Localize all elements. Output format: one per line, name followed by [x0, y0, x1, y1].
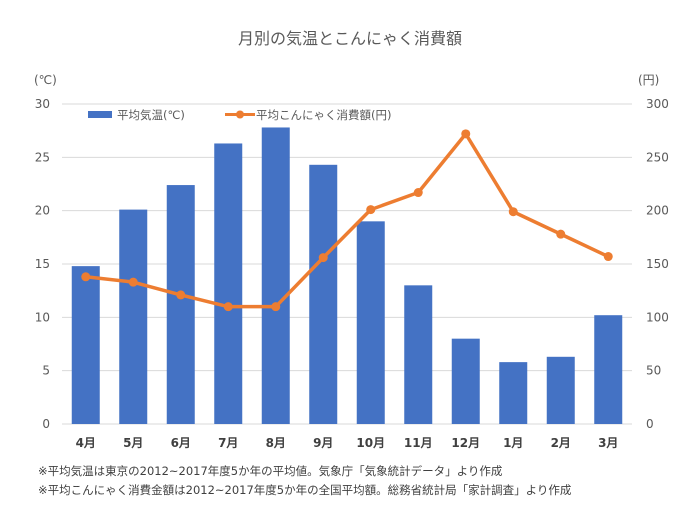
x-tick-label: 10月 — [356, 436, 385, 450]
line-series — [85, 132, 609, 309]
line-point — [271, 302, 281, 312]
left-tick-label: 15 — [35, 257, 50, 271]
note-konjac: ※平均こんにゃく消費金額は2012~2017年度5か年の全国平均額。総務省統計局… — [38, 483, 572, 497]
right-tick-label: 200 — [646, 204, 669, 218]
right-tick-label: 250 — [646, 150, 669, 164]
x-tick-label: 5月 — [123, 436, 143, 450]
bar — [356, 221, 385, 424]
x-tick-label: 8月 — [266, 436, 286, 450]
bar — [404, 285, 433, 424]
bar — [499, 362, 528, 424]
legend-line-marker — [236, 110, 244, 119]
line-point — [556, 229, 566, 239]
bar — [71, 266, 100, 424]
legend-bar-label: 平均気温(℃) — [117, 108, 185, 122]
x-tick-label: 1月 — [503, 436, 523, 450]
left-tick-label: 25 — [35, 150, 50, 164]
left-tick-label: 10 — [35, 310, 50, 324]
bar — [261, 127, 290, 424]
chart-title: 月別の気温とこんにゃく消費額 — [237, 29, 462, 48]
line-point — [461, 129, 471, 139]
left-tick-label: 20 — [35, 204, 50, 218]
right-tick-label: 150 — [646, 257, 669, 271]
bar — [214, 143, 243, 424]
left-tick-label: 5 — [42, 364, 50, 378]
x-tick-label: 7月 — [218, 436, 238, 450]
note-temperature: ※平均気温は東京の2012~2017年度5か年の平均値。気象庁「気象統計データ」… — [38, 464, 503, 478]
x-tick-label: 9月 — [313, 436, 333, 450]
bar — [546, 356, 575, 424]
line-point — [603, 252, 613, 262]
line-point — [318, 253, 328, 263]
right-tick-label: 300 — [646, 97, 669, 111]
line-point — [413, 188, 423, 198]
line-point — [81, 272, 91, 282]
legend-bar-swatch — [88, 111, 112, 118]
right-tick-label: 0 — [646, 417, 654, 431]
line-point — [176, 290, 186, 300]
right-tick-label: 50 — [646, 364, 661, 378]
bar — [451, 338, 480, 424]
bar — [166, 185, 195, 424]
line-point — [128, 277, 138, 287]
x-tick-label: 6月 — [171, 436, 191, 450]
left-axis-label: (℃) — [34, 73, 57, 87]
left-tick-label: 0 — [42, 417, 50, 431]
x-tick-label: 11月 — [404, 436, 433, 450]
bar — [309, 164, 338, 425]
right-tick-label: 100 — [646, 310, 669, 324]
left-tick-label: 30 — [35, 97, 50, 111]
bar — [119, 209, 148, 424]
bar — [594, 315, 623, 424]
line-point — [508, 207, 518, 217]
line-point — [366, 205, 376, 215]
x-tick-label: 4月 — [76, 436, 96, 450]
x-tick-label: 3月 — [598, 436, 618, 450]
x-tick-label: 12月 — [451, 436, 480, 450]
right-axis-label: (円) — [638, 73, 659, 87]
line-point — [223, 302, 233, 312]
legend-line-label: 平均こんにゃく消費額(円) — [256, 108, 391, 122]
x-tick-label: 2月 — [551, 436, 571, 450]
